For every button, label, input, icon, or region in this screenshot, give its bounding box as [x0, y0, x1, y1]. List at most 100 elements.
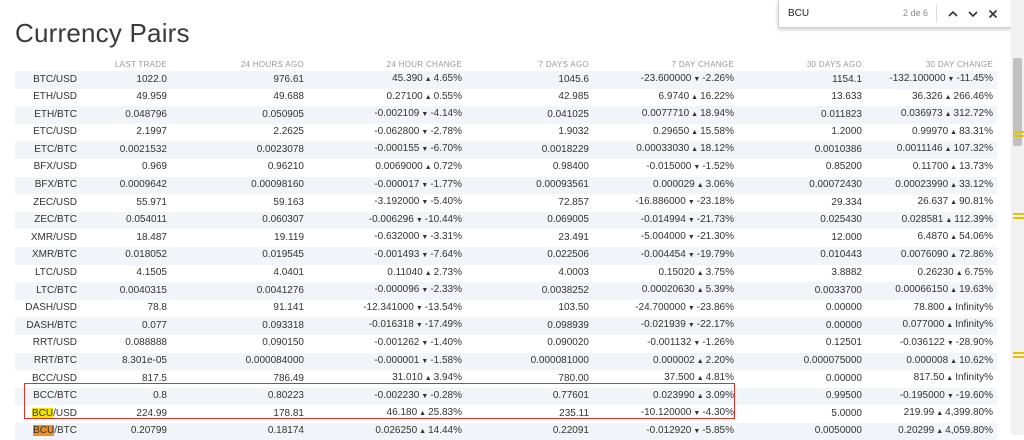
- pair-base: ZEC: [34, 214, 55, 226]
- pair-cell[interactable]: BCC/BTC: [15, 387, 83, 406]
- change-value: -0.021939: [640, 319, 686, 331]
- change-percent: 83.31%: [959, 125, 993, 137]
- pair-cell[interactable]: XMR/BTC: [15, 246, 83, 265]
- 24-hours-ago-cell: 0.019545: [171, 246, 308, 265]
- 30-days-ago-cell: 13.633: [831, 91, 862, 103]
- change-value: 0.00066150: [895, 284, 949, 296]
- pair-base: BTC: [33, 73, 54, 85]
- scrollbar-thumb[interactable]: [1013, 58, 1022, 146]
- change-percent: -11.45%: [956, 73, 993, 84]
- pair-cell[interactable]: BFX/BTC: [15, 176, 83, 195]
- table-row: ZEC/USD 55.971 59.163 -3.192000 ▼ -5.40% 72.85…: [15, 194, 997, 212]
- pair-cell[interactable]: RRT/BTC: [15, 352, 83, 371]
- down-triangle-icon: ▼: [687, 251, 695, 259]
- change-percent: -13.54%: [424, 301, 462, 313]
- 30-days-ago-cell: 0.99500: [738, 387, 866, 406]
- 7-days-ago-cell: 0.000081000: [466, 352, 593, 371]
- find-separator: [936, 5, 937, 22]
- find-next-button[interactable]: [963, 3, 983, 23]
- 30-days-ago-cell: 5.0000: [831, 407, 862, 419]
- pair-cell[interactable]: LTC/USD: [34, 267, 77, 279]
- change-percent: 0.72%: [433, 160, 462, 172]
- 24-hours-ago-cell: 0.96210: [267, 161, 304, 173]
- 7-days-ago-cell: 235.11: [559, 407, 589, 419]
- down-triangle-icon: ▼: [421, 146, 429, 154]
- 7-days-ago-cell: 0.090020: [547, 337, 589, 349]
- down-triangle-icon: ▼: [687, 216, 695, 224]
- change-percent: -2.78%: [430, 125, 462, 137]
- pair-cell[interactable]: BCU/USD: [31, 407, 77, 419]
- up-triangle-icon: ▲: [696, 357, 704, 365]
- 30-days-ago-cell: 12.000: [831, 231, 862, 243]
- change-percent: 0.55%: [433, 90, 462, 102]
- up-triangle-icon: ▲: [950, 234, 958, 242]
- pair-cell[interactable]: RRT/USD: [32, 337, 77, 349]
- 30-day-change-cell: 0.077000 ▲ Infinity%: [866, 317, 997, 335]
- change-percent: Infinity%: [955, 301, 993, 313]
- change-percent: -5.85%: [702, 424, 734, 436]
- pair-cell[interactable]: LTC/BTC: [15, 282, 83, 300]
- 30-day-change-cell: 26.637 ▲ 90.81%: [866, 194, 997, 212]
- last-trade-cell: 224.99: [136, 407, 167, 419]
- change-value: 26.637: [917, 196, 949, 208]
- page-scrollbar[interactable]: [1011, 0, 1024, 435]
- 7-day-change-cell: 0.0077710 ▲ 18.94%: [593, 106, 738, 124]
- find-close-button[interactable]: [983, 3, 1003, 23]
- last-trade-cell: 0.0040315: [83, 282, 171, 300]
- find-match-marker: [1013, 213, 1024, 215]
- up-triangle-icon: ▲: [419, 427, 427, 435]
- 24-hour-change-cell: -0.000155 ▼ -6.70%: [308, 141, 466, 159]
- change-value: 0.023990: [652, 389, 695, 401]
- last-trade-cell: 0.018052: [83, 246, 171, 265]
- 24-hour-change-cell: -0.000096 ▼ -2.33%: [308, 282, 466, 300]
- pair-cell[interactable]: BTC/USD: [15, 71, 83, 89]
- find-match-marker: [1013, 356, 1024, 358]
- 30-days-ago-cell: 0.010443: [738, 246, 866, 265]
- pair-cell[interactable]: ETC/USD: [33, 126, 77, 138]
- change-percent: 14.44%: [428, 424, 462, 436]
- pair-quote: BTC: [57, 390, 77, 402]
- find-query-input[interactable]: BCU: [788, 8, 810, 19]
- down-triangle-icon: ▼: [421, 357, 429, 365]
- 24-hours-ago-cell: 0.093318: [171, 317, 308, 335]
- last-trade-cell: 0.0021532: [83, 141, 171, 159]
- pair-cell[interactable]: BCC/USD: [31, 372, 77, 384]
- pair-cell[interactable]: BFX/USD: [33, 161, 77, 173]
- find-previous-button[interactable]: [943, 3, 963, 23]
- pair-quote: BTC: [57, 179, 77, 191]
- pair-cell[interactable]: ZEC/BTC: [15, 211, 83, 230]
- pair-cell[interactable]: ETH/USD: [33, 91, 77, 103]
- 30-day-change-cell: 817.50 ▲ Infinity%: [866, 370, 997, 388]
- 7-day-change-cell: 37.500 ▲ 4.81%: [593, 370, 738, 388]
- change-value: -0.002109: [374, 108, 420, 120]
- column-header-30-day-change: 30 DAY CHANGE: [925, 59, 993, 69]
- 30-day-change-cell: 0.036973 ▲ 312.72%: [866, 106, 997, 124]
- change-value: 78.800: [913, 301, 945, 313]
- 24-hour-change-cell: 31.010 ▲ 3.94%: [308, 370, 466, 388]
- 30-days-ago-cell: 3.8882: [831, 267, 862, 279]
- 24-hours-ago-cell: 0.090150: [262, 337, 304, 349]
- change-value: 0.00023990: [895, 178, 949, 190]
- pair-quote: BTC: [57, 355, 77, 366]
- pair-cell[interactable]: XMR/USD: [30, 231, 77, 243]
- pair-cell[interactable]: ETC/BTC: [15, 141, 83, 159]
- change-value: 0.036973: [900, 108, 943, 120]
- 30-day-change-cell: 0.000008 ▲ 10.62%: [866, 352, 997, 371]
- last-trade-cell: 0.20799: [83, 422, 171, 440]
- pair-cell[interactable]: ZEC/USD: [33, 196, 77, 208]
- table-row: BTC/USD 1022.0 976.61 45.390 ▲ 4.65% 1045.6 -23…: [15, 71, 997, 89]
- change-percent: 266.46%: [953, 90, 993, 102]
- table-row: BFX/USD 0.969 0.96210 0.0069000 ▲ 0.72% 0.9840…: [15, 159, 997, 177]
- 30-day-change-cell: -132.100000 ▼ -11.45%: [866, 71, 997, 89]
- 7-days-ago-cell: 4.0003: [558, 267, 589, 279]
- pair-quote: USD: [55, 126, 77, 138]
- pair-cell[interactable]: BCU/BTC: [15, 422, 83, 440]
- change-value: -0.002230: [374, 389, 420, 401]
- pair-cell[interactable]: DASH/BTC: [15, 317, 83, 335]
- change-value: 46.180: [386, 407, 418, 419]
- pair-cell[interactable]: DASH/USD: [25, 302, 77, 314]
- last-trade-cell: 8.301e-05: [83, 352, 171, 371]
- 30-days-ago-cell: 0.011823: [738, 106, 866, 124]
- 30-days-ago-cell: 1.2000: [831, 126, 862, 138]
- pair-cell[interactable]: ETH/BTC: [15, 106, 83, 124]
